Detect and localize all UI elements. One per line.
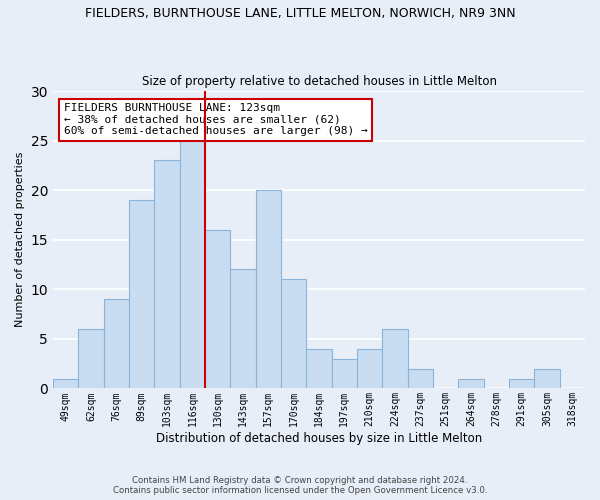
Text: FIELDERS, BURNTHOUSE LANE, LITTLE MELTON, NORWICH, NR9 3NN: FIELDERS, BURNTHOUSE LANE, LITTLE MELTON… [85, 8, 515, 20]
Bar [53, 378, 79, 388]
Text: Contains HM Land Registry data © Crown copyright and database right 2024.
Contai: Contains HM Land Registry data © Crown c… [113, 476, 487, 495]
Bar [205, 230, 230, 388]
Text: FIELDERS BURNTHOUSE LANE: 123sqm
← 38% of detached houses are smaller (62)
60% o: FIELDERS BURNTHOUSE LANE: 123sqm ← 38% o… [64, 103, 367, 136]
Bar [307, 349, 332, 389]
Bar [535, 368, 560, 388]
Bar [230, 270, 256, 388]
Bar [154, 160, 179, 388]
Title: Size of property relative to detached houses in Little Melton: Size of property relative to detached ho… [142, 76, 497, 88]
Bar [407, 368, 433, 388]
Bar [281, 280, 307, 388]
Bar [509, 378, 535, 388]
Bar [458, 378, 484, 388]
Bar [79, 329, 104, 388]
Bar [332, 358, 357, 388]
Y-axis label: Number of detached properties: Number of detached properties [15, 152, 25, 328]
Bar [179, 140, 205, 388]
Bar [382, 329, 407, 388]
X-axis label: Distribution of detached houses by size in Little Melton: Distribution of detached houses by size … [156, 432, 482, 445]
Bar [256, 190, 281, 388]
Bar [357, 349, 382, 389]
Bar [129, 200, 154, 388]
Bar [104, 299, 129, 388]
